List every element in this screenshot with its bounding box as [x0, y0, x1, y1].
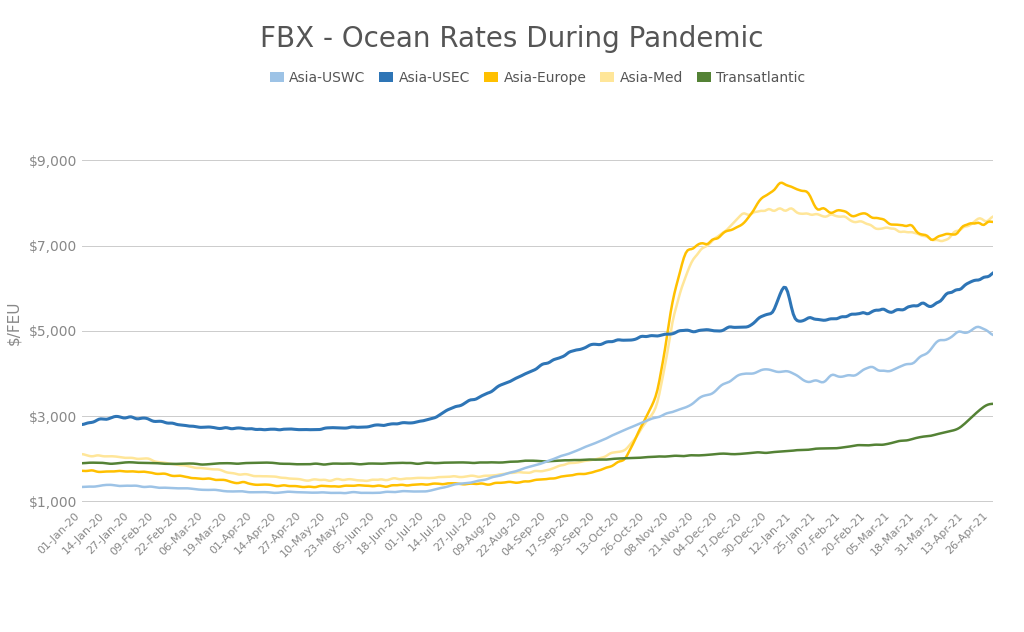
- Y-axis label: $/FEU: $/FEU: [7, 300, 22, 344]
- Text: FBX - Ocean Rates During Pandemic: FBX - Ocean Rates During Pandemic: [260, 25, 764, 53]
- Legend: Asia-USWC, Asia-USEC, Asia-Europe, Asia-Med, Transatlantic: Asia-USWC, Asia-USEC, Asia-Europe, Asia-…: [264, 65, 811, 90]
